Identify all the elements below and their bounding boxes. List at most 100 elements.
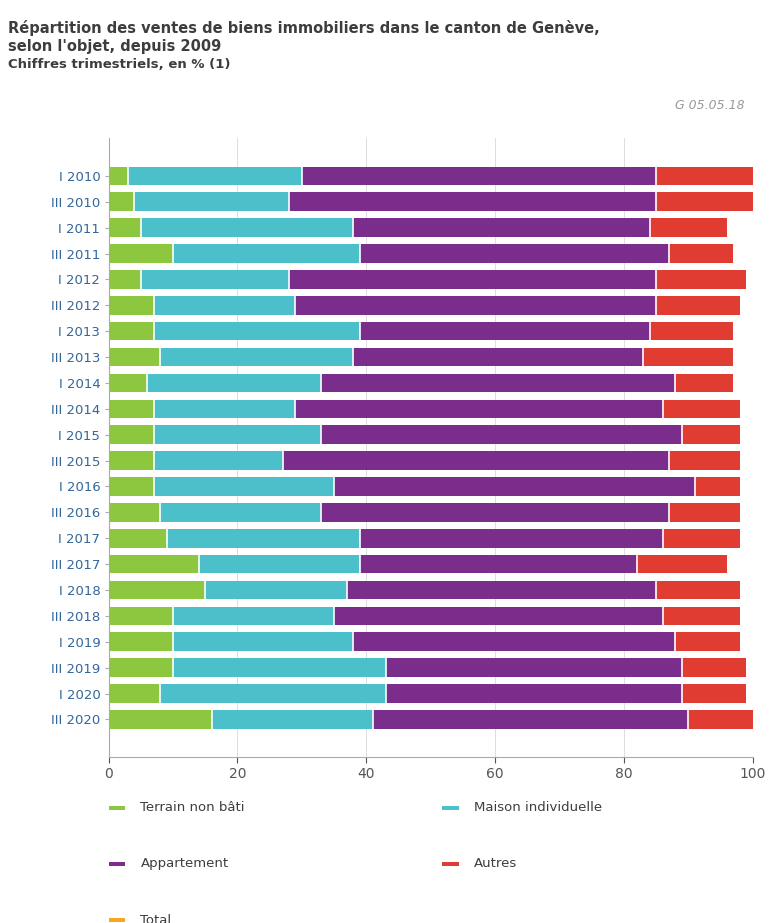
- Bar: [386, 684, 682, 703]
- Bar: [173, 632, 353, 651]
- Text: Appartement: Appartement: [140, 857, 229, 870]
- Bar: [109, 219, 141, 237]
- Bar: [109, 555, 199, 573]
- Bar: [675, 374, 733, 392]
- Bar: [109, 166, 128, 186]
- Bar: [109, 374, 147, 392]
- Text: Autres: Autres: [474, 857, 518, 870]
- Bar: [656, 296, 740, 315]
- Bar: [109, 296, 154, 315]
- Bar: [109, 710, 212, 729]
- Bar: [353, 348, 643, 366]
- Text: Maison individuelle: Maison individuelle: [474, 801, 602, 814]
- Bar: [321, 426, 682, 444]
- Bar: [360, 555, 637, 573]
- Bar: [154, 426, 321, 444]
- Text: Répartition des ventes de biens immobiliers dans le canton de Genève,: Répartition des ventes de biens immobili…: [8, 20, 600, 36]
- Bar: [109, 658, 173, 677]
- Bar: [360, 322, 650, 341]
- Bar: [289, 270, 656, 289]
- Bar: [695, 477, 740, 496]
- Bar: [141, 219, 353, 237]
- Bar: [386, 658, 682, 677]
- Bar: [154, 296, 296, 315]
- Bar: [212, 710, 372, 729]
- Bar: [173, 658, 386, 677]
- Bar: [109, 581, 205, 599]
- Bar: [109, 192, 134, 211]
- Bar: [109, 917, 125, 922]
- Bar: [675, 632, 740, 651]
- Bar: [109, 606, 173, 625]
- Bar: [296, 296, 656, 315]
- Bar: [442, 806, 459, 810]
- Text: selon l'objet, depuis 2009: selon l'objet, depuis 2009: [8, 39, 221, 54]
- Bar: [656, 270, 747, 289]
- Bar: [109, 348, 160, 366]
- Bar: [109, 270, 141, 289]
- Text: Chiffres trimestriels, en % (1): Chiffres trimestriels, en % (1): [8, 58, 230, 71]
- Bar: [109, 426, 154, 444]
- Bar: [199, 555, 360, 573]
- Bar: [289, 192, 656, 211]
- Bar: [682, 684, 747, 703]
- Bar: [360, 529, 663, 547]
- Bar: [663, 529, 740, 547]
- Bar: [128, 166, 302, 186]
- Bar: [650, 219, 727, 237]
- Bar: [656, 166, 753, 186]
- Bar: [682, 426, 740, 444]
- Bar: [109, 632, 173, 651]
- Bar: [656, 581, 740, 599]
- Bar: [643, 348, 733, 366]
- Bar: [109, 529, 167, 547]
- Bar: [442, 862, 459, 866]
- Bar: [154, 400, 296, 418]
- Bar: [109, 245, 173, 263]
- Text: Terrain non bâti: Terrain non bâti: [140, 801, 245, 814]
- Bar: [109, 451, 154, 470]
- Bar: [663, 606, 740, 625]
- Bar: [360, 245, 669, 263]
- Bar: [669, 503, 740, 521]
- Bar: [160, 503, 321, 521]
- Bar: [173, 245, 360, 263]
- Bar: [302, 166, 656, 186]
- Bar: [334, 606, 663, 625]
- Bar: [663, 400, 740, 418]
- Bar: [353, 219, 650, 237]
- Bar: [109, 862, 125, 866]
- Bar: [688, 710, 753, 729]
- Bar: [134, 192, 289, 211]
- Bar: [650, 322, 733, 341]
- Bar: [205, 581, 347, 599]
- Bar: [109, 400, 154, 418]
- Bar: [109, 684, 160, 703]
- Bar: [669, 451, 740, 470]
- Bar: [109, 503, 160, 521]
- Bar: [154, 322, 360, 341]
- Bar: [682, 658, 747, 677]
- Bar: [160, 348, 353, 366]
- Bar: [109, 477, 154, 496]
- Bar: [656, 192, 753, 211]
- Bar: [347, 581, 656, 599]
- Text: G 05.05.18: G 05.05.18: [675, 99, 745, 112]
- Text: Total: Total: [140, 914, 171, 923]
- Bar: [669, 245, 733, 263]
- Bar: [321, 374, 675, 392]
- Bar: [173, 606, 334, 625]
- Bar: [141, 270, 289, 289]
- Bar: [147, 374, 321, 392]
- Bar: [372, 710, 688, 729]
- Bar: [167, 529, 360, 547]
- Bar: [154, 477, 334, 496]
- Bar: [353, 632, 675, 651]
- Bar: [154, 451, 282, 470]
- Bar: [321, 503, 669, 521]
- Bar: [296, 400, 663, 418]
- Bar: [282, 451, 669, 470]
- Bar: [637, 555, 727, 573]
- Bar: [160, 684, 386, 703]
- Bar: [109, 322, 154, 341]
